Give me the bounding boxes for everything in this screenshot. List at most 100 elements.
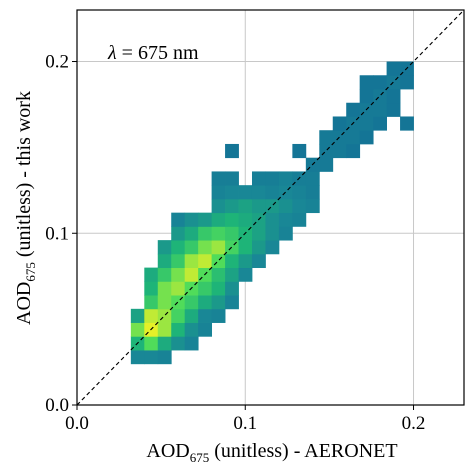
heatmap-cell: [386, 89, 401, 104]
heatmap-cell: [211, 226, 226, 241]
heatmap-cell: [319, 143, 334, 159]
heatmap-cell: [184, 240, 199, 255]
heatmap-cell: [211, 253, 226, 269]
heatmap-cell: [265, 185, 280, 200]
wavelength-value: = 675 nm: [117, 42, 199, 64]
y-axis-ticks: 0.0 0.1 0.2: [45, 52, 77, 416]
heatmap-cell: [265, 171, 280, 186]
heatmap-cell: [225, 226, 239, 241]
heatmap-cell: [171, 212, 186, 227]
heatmap-cell: [386, 61, 401, 76]
heatmap-cell: [373, 102, 387, 117]
heatmap-cell: [225, 185, 239, 200]
heatmap-cell: [171, 308, 186, 323]
y-tick-label: 0.1: [45, 223, 69, 244]
heatmap-cells: [130, 61, 414, 365]
heatmap-cell: [238, 198, 253, 214]
heatmap-cell: [359, 89, 374, 104]
heatmap-cell: [184, 212, 199, 227]
y-axis-label-prefix: AOD: [13, 282, 35, 325]
heatmap-cell: [225, 267, 239, 282]
heatmap-cell: [198, 308, 213, 323]
heatmap-cell: [238, 240, 253, 255]
heatmap-cell: [238, 185, 253, 200]
heatmap-cell: [211, 212, 226, 227]
y-axis-label-subscript: 675: [23, 262, 38, 282]
heatmap-cell: [225, 253, 239, 269]
heatmap-cell: [346, 143, 361, 159]
heatmap-cell: [157, 322, 172, 337]
x-tick-label: 0.2: [402, 413, 426, 434]
heatmap-cell: [198, 253, 213, 269]
heatmap-cell: [171, 226, 186, 241]
heatmap-cell: [238, 267, 253, 282]
heatmap-cell: [184, 267, 199, 282]
heatmap-cell: [198, 322, 213, 337]
heatmap-cell: [184, 226, 199, 241]
heatmap-cell: [130, 322, 145, 337]
heatmap-cell: [171, 253, 186, 269]
y-axis-label-suffix: (unitless) - this work: [13, 91, 35, 262]
heatmap-cell: [157, 281, 172, 296]
one-to-one-reference-line: [76, 9, 465, 406]
heatmap-cell: [359, 116, 374, 131]
heatmap-cell: [319, 157, 334, 172]
heatmap-cell: [171, 240, 186, 255]
heatmap-cell: [238, 212, 253, 227]
heatmap-cell: [265, 198, 280, 214]
heatmap-cell: [184, 336, 199, 351]
heatmap-cell: [292, 198, 307, 214]
heatmap-cell: [292, 212, 307, 227]
heatmap-cell: [225, 240, 239, 255]
heatmap-cell: [157, 240, 172, 255]
heatmap-cell: [278, 185, 293, 200]
heatmap-cell: [292, 185, 307, 200]
heatmap-cell: [225, 171, 239, 186]
heatmap-cell: [211, 295, 226, 310]
heatmap-cell: [144, 267, 159, 282]
y-tick-label: 0.0: [45, 395, 69, 416]
heatmap-cell: [251, 253, 266, 269]
heatmap-cell: [144, 308, 159, 323]
heatmap-cell: [157, 308, 172, 323]
plot-frame: [76, 9, 465, 406]
heatmap-cell: [211, 240, 226, 255]
x-axis-label: AOD675 (unitless) - AERONET: [146, 440, 397, 465]
heatmap-cell: [346, 102, 361, 117]
heatmap-cell: [278, 226, 293, 241]
heatmap-cell: [130, 308, 145, 323]
heatmap-cell: [225, 281, 239, 296]
heatmap-cell: [305, 185, 320, 200]
heatmap-cell: [184, 322, 199, 337]
heatmap-cell: [278, 212, 293, 227]
heatmap-cell: [265, 212, 280, 227]
heatmap-cell: [225, 143, 239, 159]
heatmap-cell: [171, 295, 186, 310]
heatmap-cell: [400, 75, 414, 90]
heatmap-cell: [400, 116, 414, 131]
heatmap-cell: [305, 198, 320, 214]
x-axis-label-suffix: (unitless) - AERONET: [209, 440, 397, 462]
x-tick-label: 0.1: [233, 413, 257, 434]
heatmap-cell: [346, 130, 361, 145]
x-axis-label-prefix: AOD: [146, 440, 189, 462]
heatmap-cell: [359, 130, 374, 145]
heatmap-cell: [305, 171, 320, 186]
heatmap-cell: [225, 295, 239, 310]
heatmap-cell: [198, 212, 213, 227]
wavelength-annotation: λ = 675 nm: [107, 42, 199, 64]
heatmap-cell: [211, 171, 226, 186]
heatmap-cell: [278, 171, 293, 186]
heatmap-cell: [332, 116, 347, 131]
heatmap-cell: [157, 336, 172, 351]
heatmap-cell: [225, 212, 239, 227]
heatmap-cell: [184, 308, 199, 323]
heatmap-cell: [211, 267, 226, 282]
y-tick-label: 0.2: [45, 52, 69, 73]
heatmap-cell: [211, 185, 226, 200]
heatmap-cell: [332, 143, 347, 159]
heatmap-cell: [265, 240, 280, 255]
heatmap-cell: [319, 130, 334, 145]
heatmap-cell: [157, 350, 172, 365]
